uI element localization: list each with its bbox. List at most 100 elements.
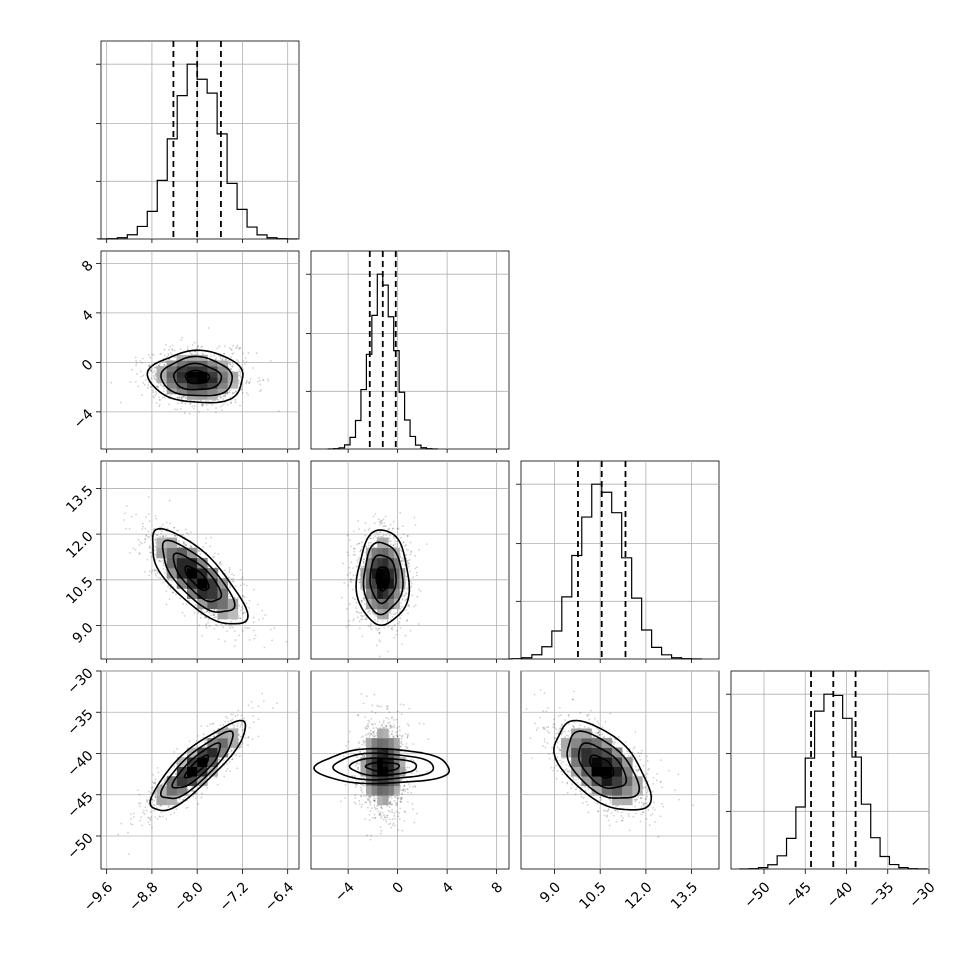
scatter-point [156,817,159,820]
density-cell [176,360,188,367]
density-cell [217,360,229,367]
density-cell [207,766,218,777]
scatter-point [407,562,410,565]
scatter-point [215,609,218,612]
scatter-point [389,822,392,825]
scatter-point [285,640,288,643]
scatter-point [362,560,365,563]
scatter-point [182,798,185,801]
scatter-point [411,803,414,805]
scatter-point [232,352,235,355]
scatter-point [401,792,404,795]
scatter-point [238,634,241,637]
scatter-point [407,791,409,794]
scatter-point [195,745,198,748]
scatter-point [402,560,405,563]
scatter-point [356,767,359,770]
scatter-point [361,743,364,746]
scatter-point [381,619,384,622]
density-cell [393,568,400,579]
scatter-point [167,352,169,355]
scatter-point [385,725,388,728]
density-cell [176,377,188,384]
scatter-point [243,583,246,586]
scatter-point [389,534,391,537]
scatter-point [198,549,200,552]
scatter-point [204,625,207,627]
scatter-point [219,397,222,399]
density-cell [393,557,400,569]
scatter-point [382,525,385,528]
scatter-point [153,569,156,572]
scatter-point [182,534,184,536]
scatter-point [138,544,141,546]
scatter-point [356,616,359,619]
scatter-point [256,380,259,383]
density-panel-2-0-content [122,495,288,649]
scatter-point [399,800,402,803]
scatter-point [233,392,236,394]
scatter-point [369,729,372,732]
scatter-point [251,738,254,741]
scatter-point [361,635,364,638]
scatter-point [396,727,399,729]
scatter-point [397,622,400,625]
scatter-point [399,785,402,787]
scatter-point [165,590,168,593]
scatter-point [362,560,365,563]
scatter-point [154,778,157,781]
scatter-point [216,347,219,350]
scatter-point [238,755,241,757]
scatter-point [130,813,132,815]
scatter-point [149,546,152,549]
scatter-point [348,603,351,606]
scatter-point [258,618,261,621]
scatter-point [379,530,382,533]
scatter-point [138,552,141,555]
scatter-point [209,611,211,614]
scatter-point [366,724,369,727]
scatter-point [245,382,248,385]
scatter-point [277,410,280,413]
scatter-point [369,732,372,735]
scatter-point [163,363,166,366]
contour-3-0-3 [149,719,247,812]
scatter-point [177,540,180,543]
scatter-point [182,541,185,544]
scatter-point [240,388,243,391]
scatter-point [391,733,394,735]
scatter-point [248,380,251,383]
scatter-point [237,360,240,363]
scatter-point [138,805,141,808]
scatter-point [361,754,364,757]
density-cell [217,738,229,748]
density-cell [377,568,384,579]
scatter-point [197,803,200,806]
scatter-point [151,786,154,788]
scatter-point [227,720,229,723]
scatter-point [373,813,376,816]
scatter-point [381,535,384,538]
scatter-point [371,704,374,707]
scatter-point [395,633,398,636]
scatter-point [391,716,394,718]
scatter-point [373,800,376,803]
scatter-point [396,735,399,738]
scatter-point [373,799,376,802]
scatter-point [119,401,122,404]
scatter-point [170,580,173,582]
scatter-point [373,804,376,807]
scatter-point [358,581,361,584]
density-cell [197,568,208,579]
scatter-point [383,726,386,729]
scatter-point [146,799,149,802]
scatter-point [234,715,237,718]
scatter-point [376,620,379,623]
scatter-point [388,721,391,724]
scatter-point [173,812,176,814]
scatter-point [242,612,244,615]
density-cell [197,578,208,589]
scatter-point [157,576,160,579]
scatter-point [147,386,149,389]
scatter-point [371,817,374,819]
